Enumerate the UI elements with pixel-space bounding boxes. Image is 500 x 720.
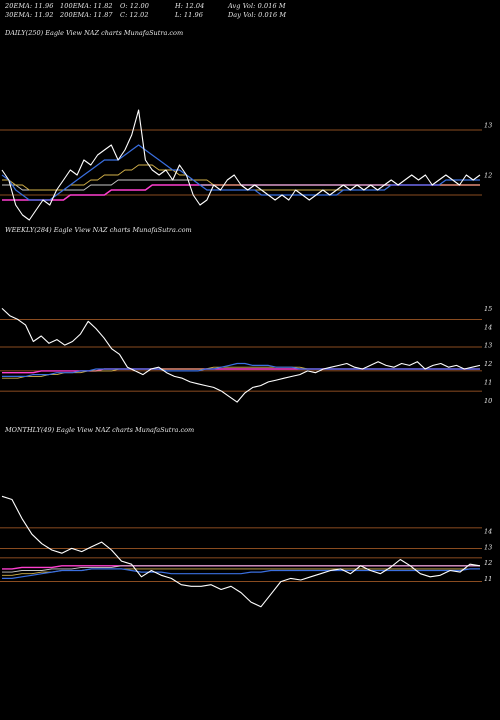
- weekly-ytick-13: 13: [484, 342, 492, 350]
- weekly-ytick-14: 14: [484, 323, 492, 331]
- monthly-price-line: [1, 495, 481, 608]
- weekly-price-line: [1, 307, 481, 403]
- monthly-ytick-13: 13: [484, 543, 492, 551]
- header-open: O: 12.00: [120, 2, 149, 10]
- daily-ytick-12: 12: [484, 172, 492, 180]
- header-high: H: 12.04: [175, 2, 205, 10]
- header-30ema: 30EMA: 11.92: [5, 11, 54, 19]
- header-close: C: 12.02: [120, 11, 149, 19]
- daily-ema-short-line: [1, 144, 480, 201]
- header-low: L: 11.96: [175, 11, 203, 19]
- monthly-ytick-11: 11: [484, 575, 492, 583]
- weekly-ema-short-line: [2, 362, 480, 377]
- header-avg-vol: Avg Vol: 0.016 M: [228, 2, 286, 10]
- monthly-panel-title: MONTHLY(49) Eagle View NAZ charts Munafa…: [5, 426, 195, 434]
- weekly-ytick-12: 12: [484, 360, 492, 368]
- monthly-ytick-12: 12: [484, 559, 492, 567]
- monthly-ema-long-line: [2, 565, 480, 573]
- monthly-ytick-14: 14: [484, 528, 492, 536]
- daily-ytick-13: 13: [484, 122, 492, 130]
- monthly-ema-short-line: [2, 568, 480, 580]
- monthly-ema-mid-line: [2, 568, 480, 576]
- header-day-vol: Day Vol: 0.016 M: [228, 11, 287, 19]
- daily-price-line: [1, 109, 481, 221]
- header-200ema: 200EMA: 11.87: [60, 11, 113, 19]
- header-20ema: 20EMA: 11.96: [5, 2, 54, 10]
- weekly-panel-title: WEEKLY(284) Eagle View NAZ charts Munafa…: [5, 226, 192, 234]
- weekly-ytick-11: 11: [484, 378, 492, 386]
- daily-panel-title: DAILY(250) Eagle View NAZ charts MunafaS…: [5, 29, 184, 37]
- header-100ema: 100EMA: 11.82: [60, 2, 113, 10]
- daily-ema-200-line: [2, 184, 480, 201]
- weekly-ytick-10: 10: [484, 397, 492, 405]
- weekly-ytick-15: 15: [484, 305, 492, 313]
